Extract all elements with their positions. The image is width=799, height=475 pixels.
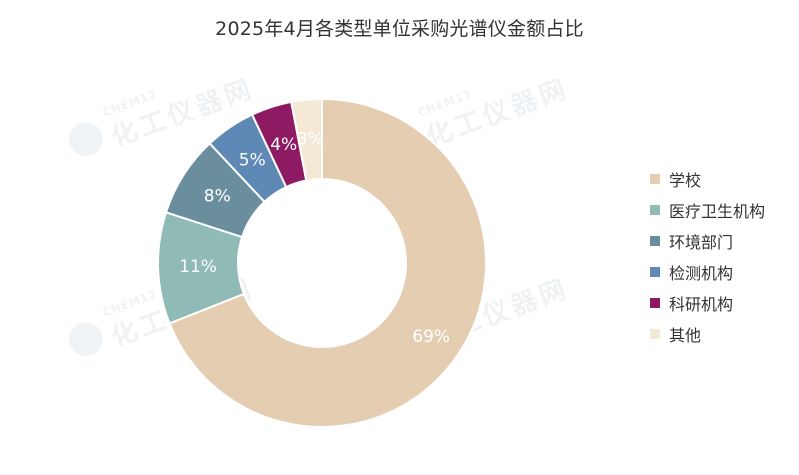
legend-label: 科研机构 <box>669 294 734 314</box>
legend-swatch <box>650 328 660 339</box>
legend-swatch <box>650 235 660 246</box>
slice-label-1: 11% <box>179 257 217 277</box>
legend-item-0[interactable]: 学校 <box>650 163 765 194</box>
slice-label-5: 3% <box>297 130 324 150</box>
chart-legend: 学校医疗卫生机构 环境部门检测机构科研机构其他 <box>650 163 765 349</box>
slice-label-0: 69% <box>412 327 450 347</box>
legend-swatch <box>650 204 660 215</box>
slice-label-2: 8% <box>204 187 231 207</box>
legend-label: 学校 <box>669 170 702 190</box>
legend-swatch <box>650 266 660 277</box>
legend-item-3[interactable]: 检测机构 <box>650 256 765 287</box>
slice-0[interactable] <box>168 97 487 428</box>
legend-swatch <box>650 173 660 184</box>
chart-title: 2025年4月各类型单位采购光谱仪金额占比 <box>215 18 584 40</box>
legend-label: 其他 <box>669 325 702 345</box>
slice-label-4: 4% <box>270 135 297 155</box>
legend-label: 检测机构 <box>669 263 734 283</box>
legend-item-4[interactable]: 科研机构 <box>650 287 765 318</box>
legend-label: 环境部门 <box>669 232 734 252</box>
slice-5[interactable] <box>290 97 323 182</box>
legend-swatch <box>650 297 660 308</box>
legend-label: 医疗卫生机构 <box>669 201 766 221</box>
slice-label-3: 5% <box>239 150 266 170</box>
legend-item-1[interactable]: 医疗卫生机构 <box>650 194 765 225</box>
legend-item-2[interactable]: 环境部门 <box>650 225 765 256</box>
legend-item-5[interactable]: 其他 <box>650 318 765 349</box>
